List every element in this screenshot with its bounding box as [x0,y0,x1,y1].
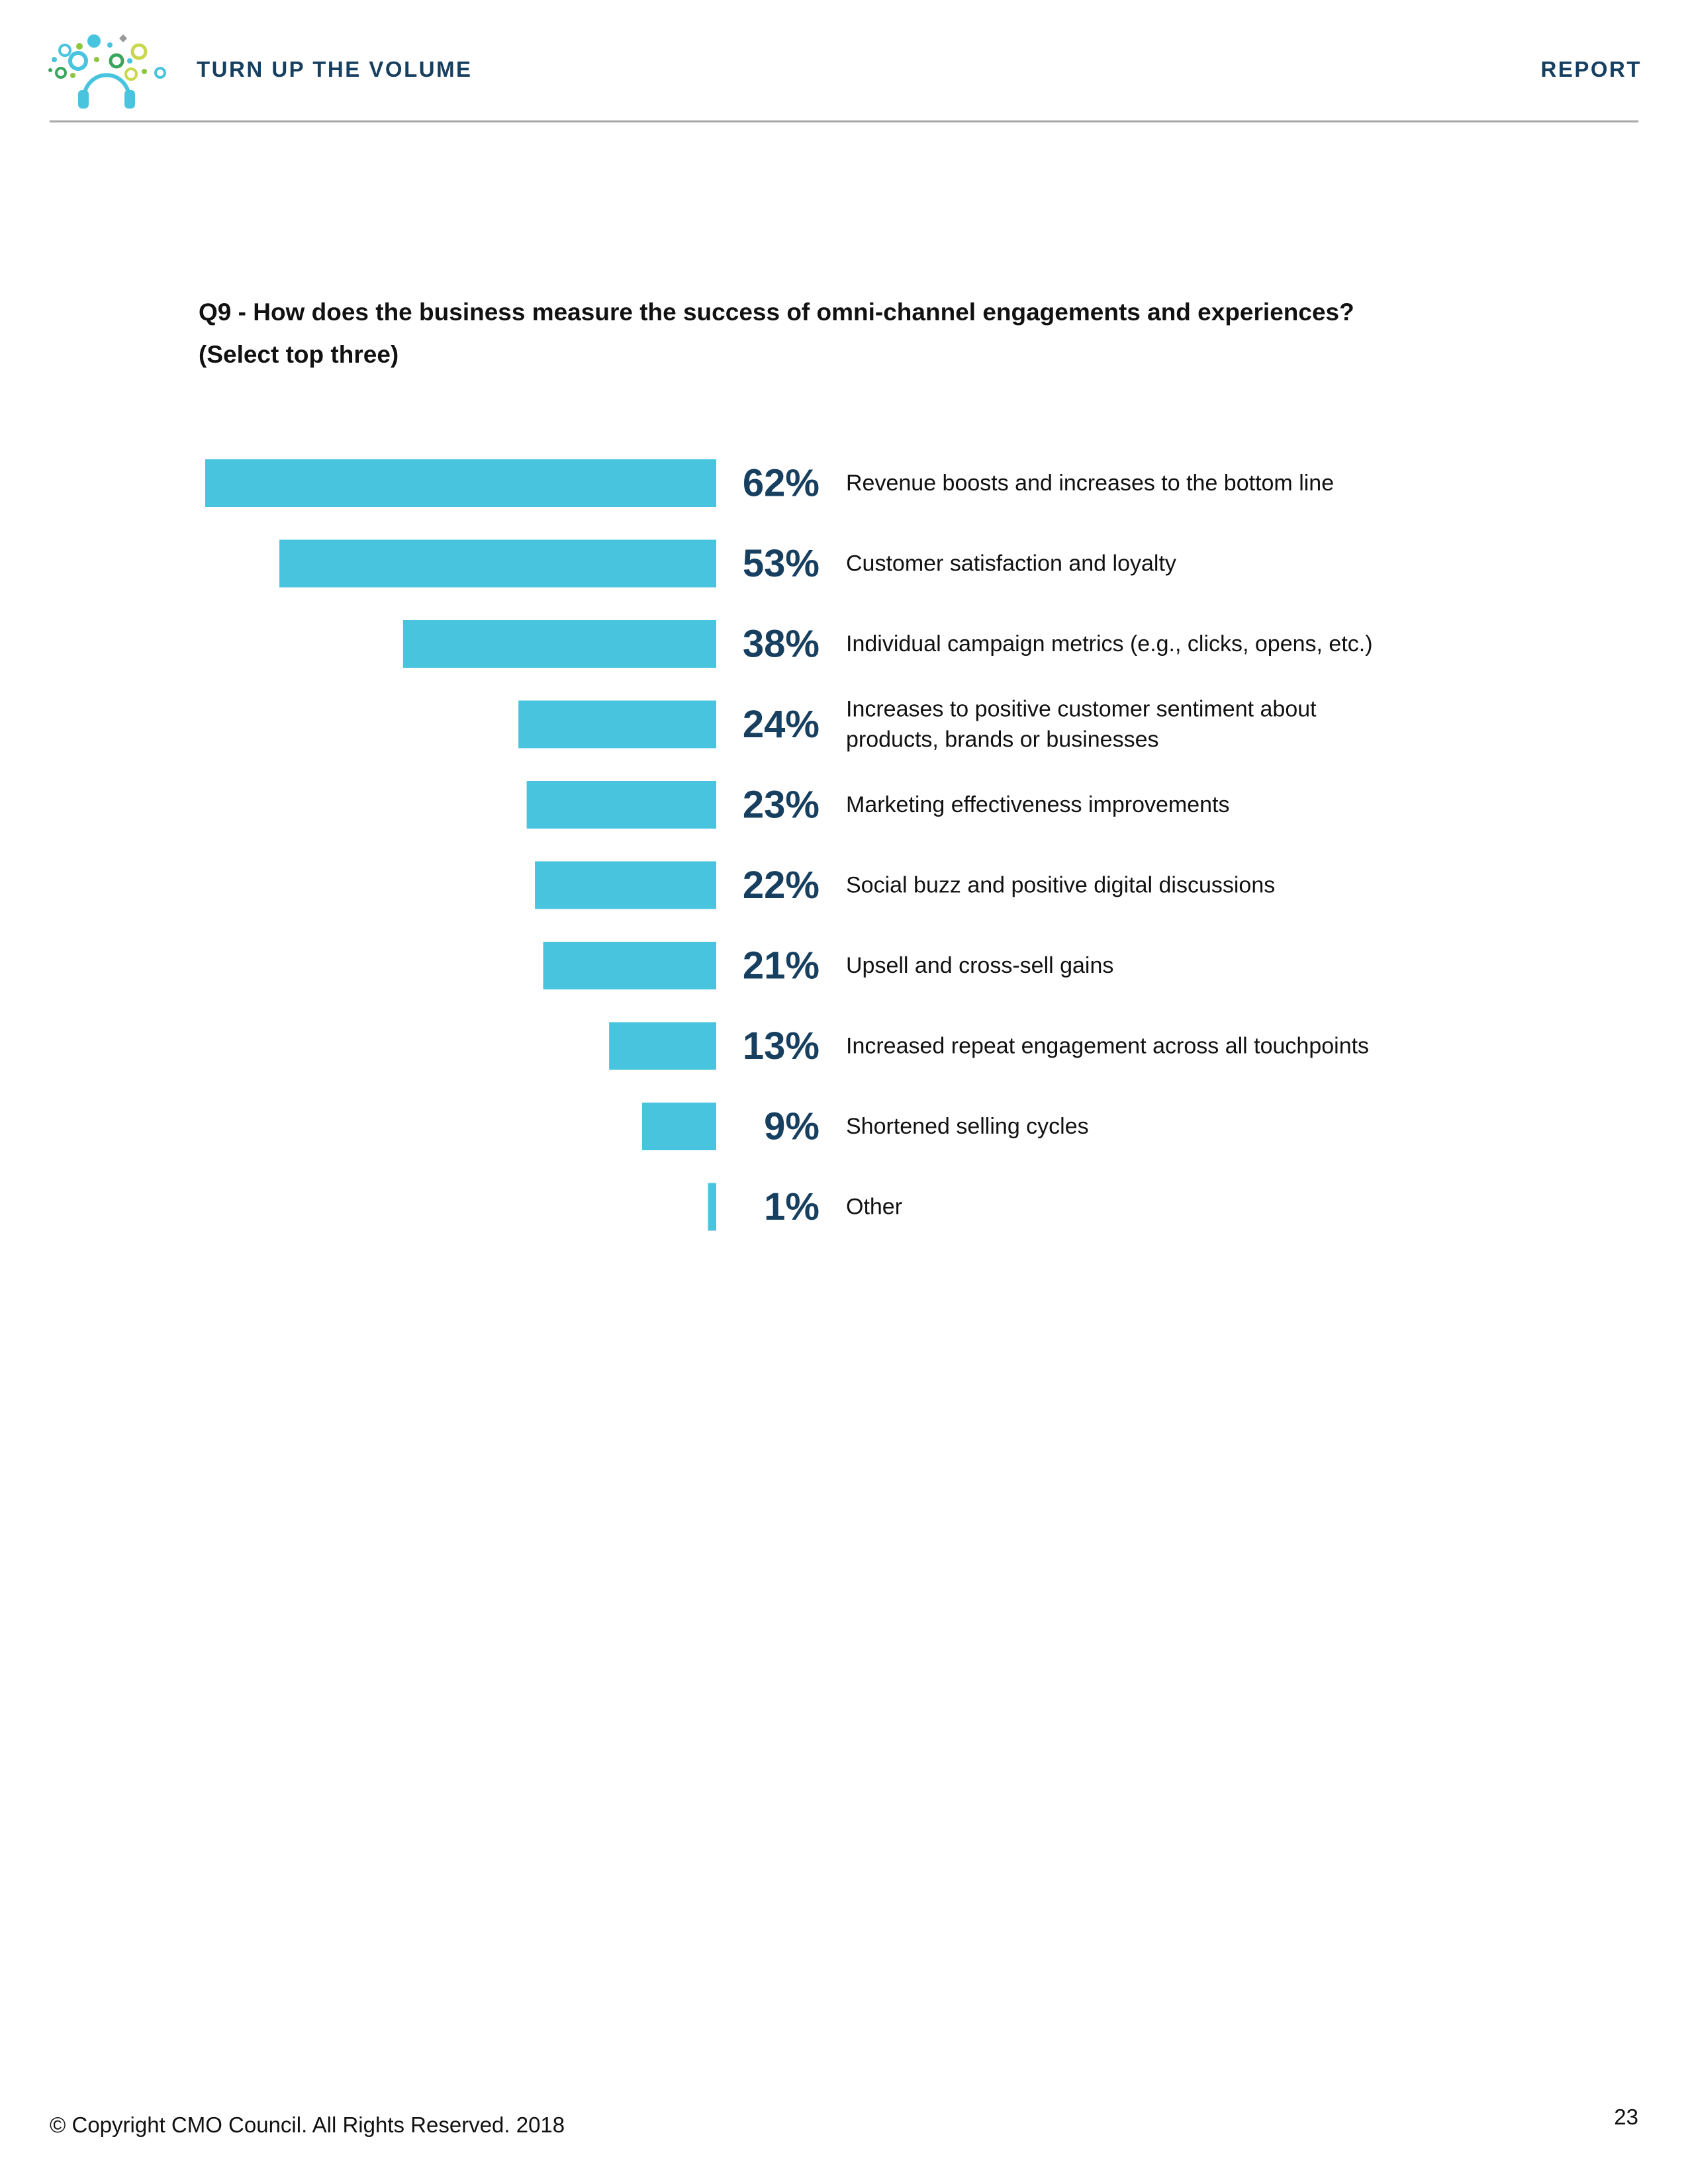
value-label: 24% [743,703,820,746]
category-label-line: Marketing effectiveness improvements [846,792,1230,817]
bar [518,700,716,749]
bar [535,861,716,909]
category-label-line: Social buzz and positive digital discuss… [846,873,1275,898]
question-instruction: (Select top three) [199,341,399,368]
survey-question: Q9 - How does the business measure the s… [199,291,1523,376]
report-title: TURN UP THE VOLUME [197,57,473,81]
category-label: Increases to positive customer sentiment… [846,697,1317,752]
question-text: Q9 - How does the business measure the s… [199,298,1354,326]
category-label-line: Revenue boosts and increases to the bott… [846,471,1334,496]
copyright-notice: © Copyright CMO Council. All Rights Rese… [50,2113,565,2137]
category-label: Other [846,1195,902,1220]
section-label: REPORT [1540,57,1642,81]
category-label-line: Shortened selling cycles [846,1114,1089,1139]
category-label-line: Customer satisfaction and loyalty [846,551,1176,576]
value-label: 62% [743,462,820,505]
page-number: 23 [1614,2105,1638,2129]
value-label: 38% [743,623,820,666]
value-label: 21% [743,944,820,987]
bar [641,1103,716,1150]
category-label-line: Increased repeat engagement across all t… [846,1034,1369,1059]
bar [205,459,716,507]
horizontal-bar-chart: 62% Revenue boosts and increases to the b… [205,459,1373,1231]
category-label: Revenue boosts and increases to the bott… [846,471,1334,496]
category-label-line: Upsell and cross-sell gains [846,953,1113,978]
category-label: Increased repeat engagement across all t… [846,1034,1369,1059]
bar [526,781,716,829]
category-label: Social buzz and positive digital discuss… [846,873,1275,898]
headphones-bubbles-logo-icon [48,34,166,109]
category-label: Shortened selling cycles [846,1114,1089,1139]
bar [543,942,716,989]
category-label-line: Individual campaign metrics (e.g., click… [846,631,1373,657]
bar [402,620,716,668]
bar [609,1022,716,1070]
category-label-line: Other [846,1195,902,1220]
category-label: Upsell and cross-sell gains [846,953,1113,978]
value-label: 23% [743,784,820,827]
value-label: 22% [743,864,820,907]
bar [279,539,716,588]
category-label-line: Increases to positive customer sentiment… [846,697,1317,722]
category-label: Marketing effectiveness improvements [846,792,1230,817]
value-label: 1% [764,1185,820,1228]
category-label: Customer satisfaction and loyalty [846,551,1176,576]
category-label-line: products, brands or businesses [846,727,1158,752]
value-label: 13% [743,1024,820,1068]
value-label: 53% [743,542,820,585]
header-divider [50,120,1638,122]
category-label: Individual campaign metrics (e.g., click… [846,631,1373,657]
bar [708,1183,716,1231]
value-label: 9% [764,1105,820,1148]
